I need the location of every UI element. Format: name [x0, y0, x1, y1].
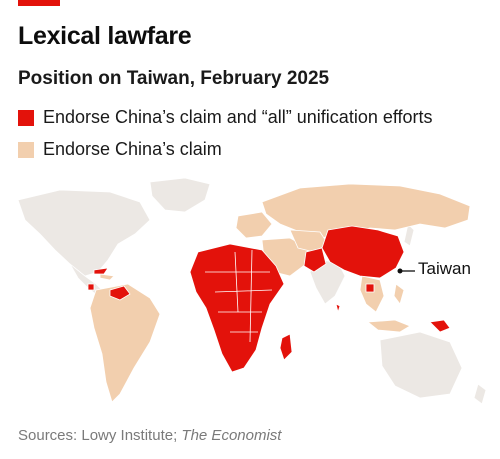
russia-shape [261, 183, 471, 239]
caribbean-shape [99, 273, 115, 281]
brand-tab [18, 0, 60, 6]
sri-lanka-shape [335, 303, 341, 314]
solomon-islands-shape [429, 319, 451, 333]
madagascar-shape [279, 333, 293, 361]
source-prefix: Sources: Lowy Institute; [18, 427, 182, 444]
legend-item-endorse: Endorse China’s claim [18, 139, 222, 160]
chart-title: Lexical lawfare [18, 22, 192, 50]
africa-border-lines [205, 249, 273, 343]
source-note: Sources: Lowy Institute; The Economist [18, 427, 281, 444]
philippines-shape [393, 283, 405, 305]
chart-subtitle: Position on Taiwan, February 2025 [18, 68, 330, 89]
eastern-europe-shape [235, 211, 273, 239]
nicaragua-shape [87, 283, 95, 291]
indonesia-shape [366, 319, 411, 333]
legend-label: Endorse China’s claim and “all” unificat… [43, 107, 433, 127]
south-america-shape [89, 283, 161, 403]
pakistan-shape [303, 247, 327, 273]
legend-item-endorse-all: Endorse China’s claim and “all” unificat… [18, 107, 433, 128]
source-publication: The Economist [181, 427, 282, 444]
legend-label: Endorse China’s claim [43, 139, 222, 159]
cambodia-shape [365, 283, 375, 293]
north-america-shape [17, 189, 151, 277]
cuba-shape [93, 267, 109, 275]
legend-swatch-red [18, 109, 34, 126]
world-map [17, 177, 487, 405]
venezuela-shape [109, 285, 131, 301]
greenland-shape [149, 177, 211, 213]
southeast-asia-shape [359, 275, 385, 313]
africa-shape [189, 243, 285, 373]
new-zealand-shape [473, 383, 487, 405]
legend-swatch-beige [18, 141, 34, 158]
taiwan-label: Taiwan [418, 259, 471, 278]
japan-shape [403, 223, 415, 247]
china-shape [321, 225, 405, 279]
australia-shape [379, 331, 463, 399]
